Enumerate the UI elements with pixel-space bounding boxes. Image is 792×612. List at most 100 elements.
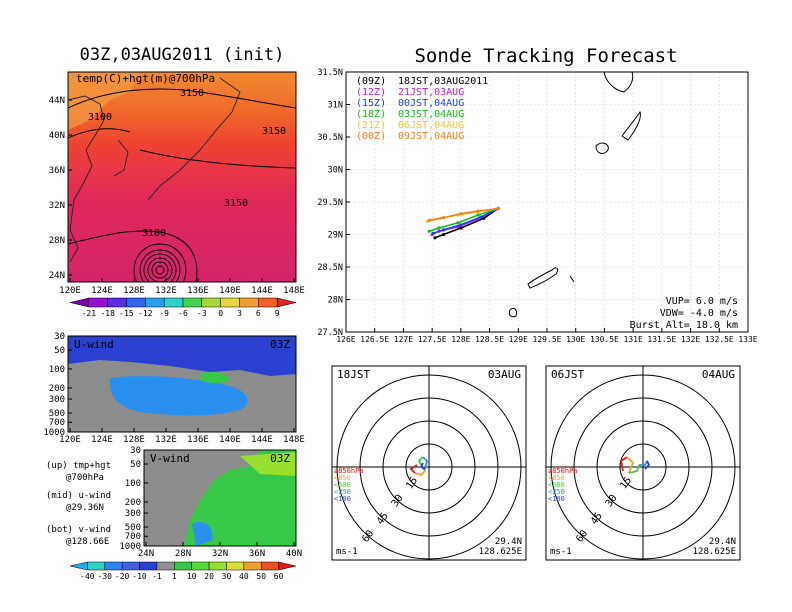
height-contour-3100b — [68, 230, 198, 282]
hodograph-trace — [626, 456, 635, 474]
hodograph-lon: 128.625E — [693, 547, 736, 557]
sonde-track-point — [496, 206, 500, 211]
sonde-track-point — [459, 226, 463, 230]
sonde-track-point — [433, 236, 437, 240]
temp-colorbar-label: -21 — [82, 309, 97, 318]
uwind-label: U-wind — [74, 338, 114, 351]
wind-colorbar-label: 50 — [256, 572, 266, 581]
sonde-track-point — [459, 212, 463, 216]
hodograph-trace — [628, 464, 640, 474]
pressure-label: 50 — [130, 460, 141, 470]
tokunoshima-coast — [509, 307, 517, 318]
sonde-track-point — [456, 221, 460, 225]
wind-colorbar-swatch — [208, 561, 227, 571]
track-lon-label: 128E — [451, 335, 470, 344]
sonde-track-point — [437, 226, 441, 230]
wind-colorbar-swatch — [87, 561, 106, 571]
temperature-colorbar: -21 -18 -15 -12 -9 -6 -3 0 3 6 9 — [69, 297, 297, 318]
wind-colorbar-label: 40 — [239, 572, 249, 581]
x-tick-label: 28N — [175, 549, 191, 559]
sonde-track-point — [442, 216, 446, 220]
track-lat-label: 30N — [328, 166, 343, 176]
hodograph-level-label: ≥850hPa — [548, 467, 578, 475]
x-tick-label: 24N — [138, 549, 154, 559]
track-map-axes: 31.5N31N30.5N30N29.5N29N28.5N28N27.5N126… — [317, 68, 757, 344]
track-lon-label: 131.5E — [647, 335, 676, 344]
track-lon-label: 129E — [509, 335, 528, 344]
right-panel-title: Sonde Tracking Forecast — [414, 45, 677, 67]
param-vdw: VDW= -4.0 m/s — [660, 308, 738, 319]
hodograph-level-label: <500 — [334, 481, 351, 489]
legend-bot-line2: @128.66E — [66, 537, 109, 547]
track-lon-label: 127.5E — [418, 335, 447, 344]
sonde-track-point — [427, 229, 431, 233]
legend-mid-line1: (mid) u-wind — [46, 491, 111, 501]
height-contour-3150 — [68, 88, 296, 109]
left-lon-label: 128E — [123, 286, 145, 296]
track-lat-label: 29N — [328, 231, 343, 241]
wind-colorbar-swatch — [104, 561, 123, 571]
pressure-label: 500 — [49, 409, 65, 419]
legend-up-line2: @700hPa — [66, 473, 104, 483]
track-legend-utc: (21Z) — [356, 120, 386, 131]
wind-colorbar-swatch — [226, 561, 245, 571]
height-contour-3150b — [139, 149, 296, 169]
vwind-blue — [192, 521, 213, 546]
hodograph-time-bg — [547, 367, 593, 381]
wind-colorbar-swatch — [121, 561, 140, 571]
wind-colorbar-swatch — [278, 561, 297, 571]
hodograph-trace — [422, 456, 428, 470]
track-lat-label: 27.5N — [317, 328, 343, 338]
x-tick-label: 40N — [286, 549, 302, 559]
track-lon-label: 126.5E — [360, 335, 389, 344]
hodograph-date: 03AUG — [488, 368, 521, 381]
sonde-track-point — [442, 228, 446, 232]
x-tick-label: 124E — [91, 435, 113, 445]
pressure-label: 100 — [49, 365, 65, 375]
x-tick-label: 144E — [251, 435, 273, 445]
wind-colorbar-swatch — [139, 561, 158, 571]
track-lat-label: 28N — [328, 296, 343, 306]
x-tick-label: 132E — [155, 435, 177, 445]
track-legend: (09Z) 18JST,03AUG2011 (12Z) 21JST,03AUG (15Z… — [356, 76, 488, 142]
temperature-field — [68, 72, 296, 282]
temp-colorbar-swatch — [145, 297, 165, 308]
temp-colorbar-swatch — [239, 297, 259, 308]
x-tick-label: 36N — [249, 549, 265, 559]
hodograph-trace — [619, 456, 628, 472]
temp-colorbar-swatch — [163, 297, 184, 308]
left-lat-label: 40N — [49, 131, 65, 141]
contour-label-3100-left: 3100 — [88, 112, 112, 123]
pressure-label: 300 — [49, 395, 65, 405]
height-contour-3100 — [68, 128, 131, 139]
uwind-frame — [67, 335, 297, 433]
x-tick-label: 140E — [219, 435, 241, 445]
hodograph-level-label: <100 — [548, 495, 565, 503]
track-lon-label: 130E — [566, 335, 585, 344]
left-lon-label: 136E — [187, 286, 209, 296]
track-legend-jst: 00JST,04AUG — [398, 98, 464, 109]
uwind-green-blob — [200, 372, 230, 383]
vwind-label: V-wind — [150, 452, 190, 465]
left-map-frame — [67, 71, 297, 283]
temp-colorbar-label: 3 — [237, 309, 242, 318]
wind-colorbar-label: 60 — [274, 572, 284, 581]
track-legend-utc: (18Z) — [356, 109, 386, 120]
warm-patch — [68, 72, 140, 130]
hodograph-trace — [419, 462, 426, 470]
hodograph-date: 04AUG — [702, 368, 735, 381]
hodograph-unit: ms-1 — [336, 547, 358, 557]
x-tick-label: 32N — [212, 549, 228, 559]
wind-colorbar-swatch — [156, 561, 175, 571]
track-legend-utc: (15Z) — [356, 98, 386, 109]
left-lon-label: 140E — [219, 286, 241, 296]
contour-label-3150-mid: 3150 — [224, 198, 248, 209]
pressure-label: 700 — [49, 418, 65, 428]
temp-colorbar-swatch — [126, 297, 146, 308]
hodograph-trace — [644, 460, 651, 470]
coastline-korea — [113, 139, 129, 177]
track-legend-jst: 06JST,04AUG — [398, 120, 464, 131]
hodograph-lon: 128.625E — [479, 547, 522, 557]
